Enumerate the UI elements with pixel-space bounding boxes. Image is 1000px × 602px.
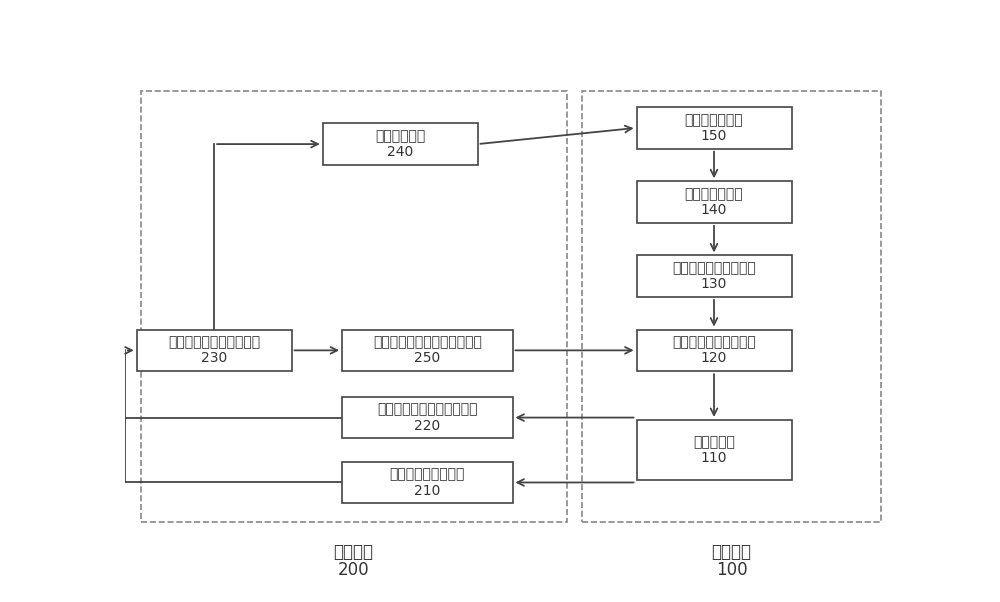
Text: 智控单元: 智控单元 bbox=[334, 543, 374, 560]
Text: 智能化水流喷射调节控制模块
250: 智能化水流喷射调节控制模块 250 bbox=[373, 335, 482, 365]
Text: 中高压智能化水流模块
120: 中高压智能化水流模块 120 bbox=[672, 335, 756, 365]
FancyBboxPatch shape bbox=[323, 123, 478, 165]
Text: 水量调节模块
240: 水量调节模块 240 bbox=[375, 129, 425, 159]
Text: 智能化车辆识别模块
210: 智能化车辆识别模块 210 bbox=[390, 467, 465, 498]
Text: 中高压供水模块
150: 中高压供水模块 150 bbox=[685, 113, 743, 143]
Bar bbox=[582, 91, 881, 522]
FancyBboxPatch shape bbox=[637, 420, 792, 480]
FancyBboxPatch shape bbox=[342, 397, 512, 438]
Bar bbox=[140, 91, 567, 522]
Text: 100: 100 bbox=[716, 561, 747, 579]
Text: 设备单元: 设备单元 bbox=[711, 543, 751, 560]
FancyBboxPatch shape bbox=[637, 107, 792, 149]
Text: 智能化车辆清洗管理模块
230: 智能化车辆清洗管理模块 230 bbox=[168, 335, 260, 365]
Text: 中高压旋转节密封模块
130: 中高压旋转节密封模块 130 bbox=[672, 261, 756, 291]
Text: 车辆清洗室
110: 车辆清洗室 110 bbox=[693, 435, 735, 465]
FancyBboxPatch shape bbox=[637, 181, 792, 223]
Text: 200: 200 bbox=[338, 561, 369, 579]
FancyBboxPatch shape bbox=[137, 329, 292, 371]
FancyBboxPatch shape bbox=[342, 462, 512, 503]
FancyBboxPatch shape bbox=[637, 329, 792, 371]
Text: 中高压管路模块
140: 中高压管路模块 140 bbox=[685, 187, 743, 217]
FancyBboxPatch shape bbox=[637, 255, 792, 297]
Text: 智能化车辆污染物识别模块
220: 智能化车辆污染物识别模块 220 bbox=[377, 403, 478, 433]
FancyBboxPatch shape bbox=[342, 329, 512, 371]
